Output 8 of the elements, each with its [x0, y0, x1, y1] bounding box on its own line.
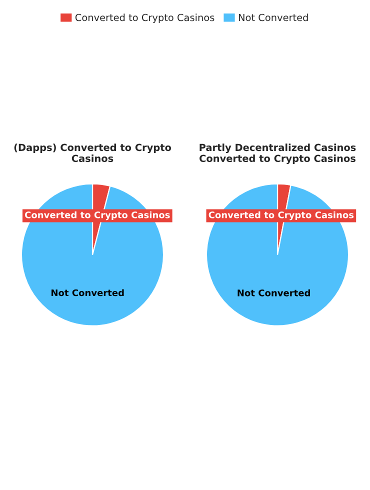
legend-label: Not Converted — [238, 14, 308, 22]
slice-label: Not Converted — [238, 289, 310, 296]
slice-label: Not Converted — [52, 289, 124, 296]
text: (Dapps) Converted to Crypto Casinos — [14, 144, 172, 162]
chart-title: Partly Decentralized Casinos Converted to Crypto Casinos — [200, 144, 356, 164]
slice-label: Converted to Crypto Casinos — [208, 211, 354, 220]
slice-label: Converted to Crypto Casinos — [25, 211, 170, 220]
legend-label: Converted to Crypto Casinos — [75, 14, 214, 24]
